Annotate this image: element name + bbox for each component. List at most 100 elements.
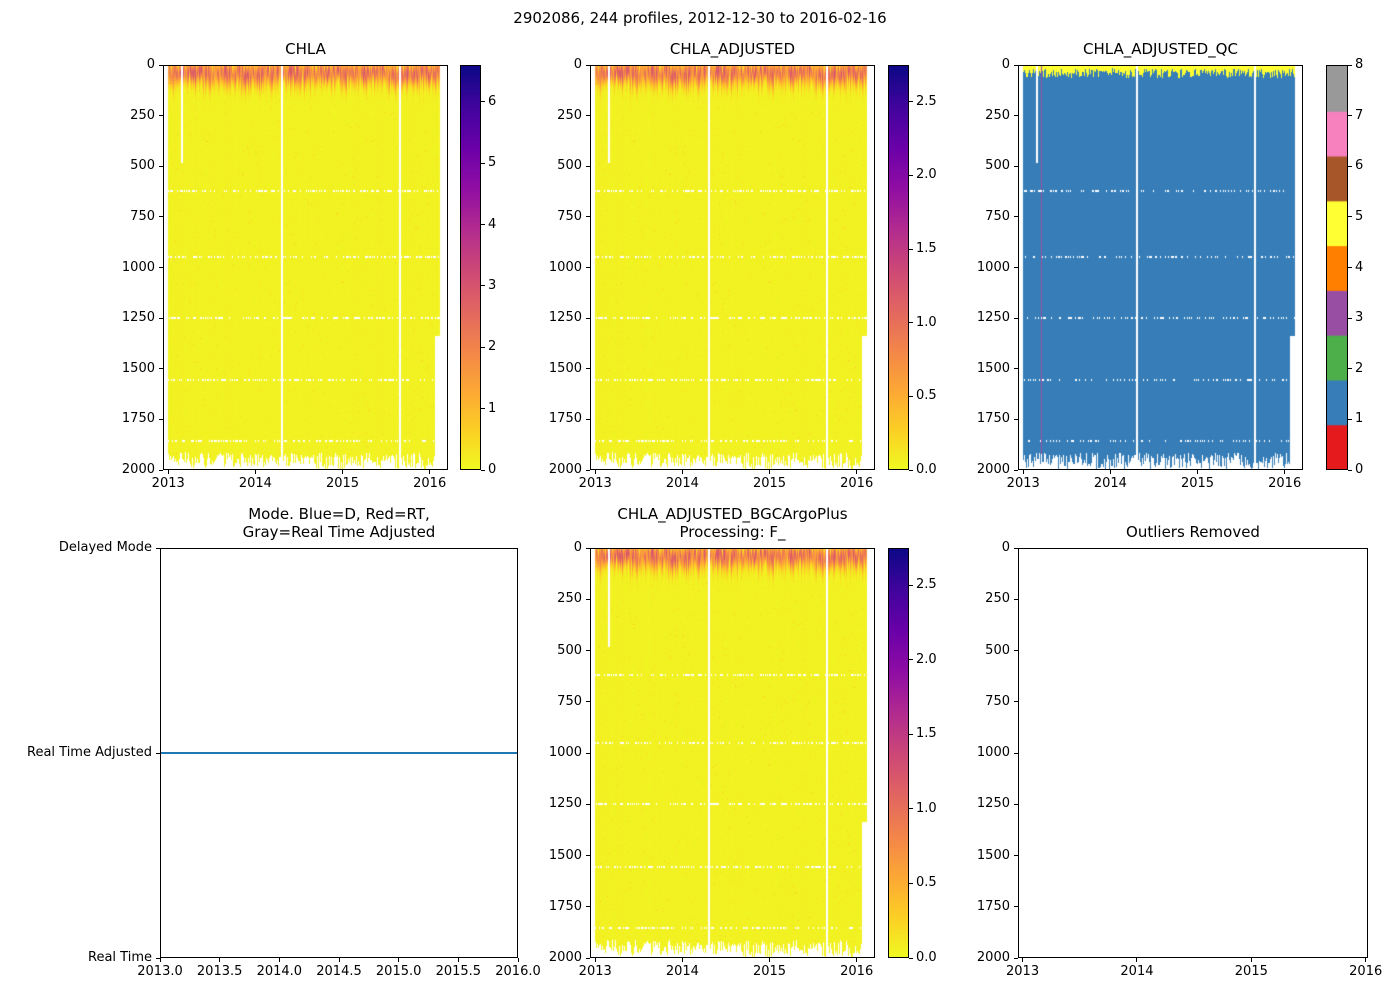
axes-chla_adjusted_qc bbox=[1018, 65, 1303, 470]
y-tick-label-chla_adjusted: 0 bbox=[573, 57, 582, 72]
y-tick-label-chla: 1000 bbox=[121, 259, 155, 275]
y-tick-label-outliers: 0 bbox=[1001, 540, 1010, 555]
y-tick-label-chla_adjusted_qc: 1500 bbox=[976, 360, 1010, 376]
x-tick-label-chla: 2014 bbox=[238, 476, 272, 491]
y-tick-label-chla_adjusted: 750 bbox=[557, 208, 582, 224]
x-tick-label-mode: 2014.0 bbox=[256, 964, 303, 979]
y-tick-label-bgc: 1500 bbox=[548, 847, 582, 863]
y-tick-label-chla: 2000 bbox=[121, 462, 155, 477]
y-tick-mark-chla bbox=[159, 317, 163, 319]
colorbar-tick-label-bgc: 2.0 bbox=[916, 651, 937, 667]
y-tick-mark-chla_adjusted_qc bbox=[1014, 317, 1018, 319]
y-tick-label-chla: 250 bbox=[130, 107, 155, 123]
y-tick-label-chla_adjusted_qc: 1250 bbox=[976, 310, 1010, 326]
y-tick-label-chla_adjusted: 1000 bbox=[548, 259, 582, 275]
colorbar-tick-label-bgc: 0.0 bbox=[916, 950, 937, 965]
y-tick-mark-bgc bbox=[586, 957, 590, 959]
y-tick-mark-chla_adjusted_qc bbox=[1014, 165, 1018, 167]
heatmap-canvas-chla bbox=[164, 66, 447, 469]
x-tick-label-outliers: 2013 bbox=[1006, 964, 1040, 979]
colorbar-canvas-chla bbox=[461, 66, 480, 469]
y-tick-label-outliers: 2000 bbox=[976, 950, 1010, 965]
x-tick-label-chla: 2015 bbox=[325, 476, 360, 491]
heatmap-canvas-chla_adjusted bbox=[591, 66, 874, 469]
y-tick-mark-chla_adjusted_qc bbox=[1014, 216, 1018, 218]
x-tick-mark-outliers bbox=[1365, 958, 1367, 962]
y-tick-mark-chla bbox=[159, 165, 163, 167]
colorbar-tick-mark-bgc bbox=[909, 882, 913, 884]
y-category-label-mode: Delayed Mode bbox=[58, 540, 152, 555]
y-tick-mark-chla bbox=[159, 469, 163, 471]
y-tick-label-outliers: 1000 bbox=[976, 745, 1010, 760]
colorbar-tick-label-chla_adjusted_qc: 4 bbox=[1355, 259, 1364, 275]
colorbar-tick-mark-chla_adjusted_qc bbox=[1348, 216, 1352, 218]
colorbar-tick-label-bgc: 1.5 bbox=[916, 726, 937, 742]
colorbar-tick-mark-chla bbox=[481, 101, 485, 103]
y-tick-label-chla_adjusted_qc: 2000 bbox=[976, 462, 1010, 477]
y-tick-label-chla_adjusted: 1750 bbox=[548, 411, 582, 427]
y-tick-mark-bgc bbox=[586, 752, 590, 754]
y-tick-mark-chla bbox=[159, 368, 163, 370]
y-tick-label-outliers: 1250 bbox=[976, 796, 1010, 812]
x-tick-mark-chla bbox=[342, 470, 344, 474]
x-tick-mark-chla_adjusted bbox=[769, 470, 771, 474]
axes-mode bbox=[160, 548, 518, 958]
x-tick-mark-mode bbox=[219, 958, 221, 962]
y-tick-mark-chla_adjusted bbox=[586, 267, 590, 268]
mode-line bbox=[161, 752, 517, 754]
colorbar-tick-mark-chla_adjusted_qc bbox=[1348, 368, 1352, 370]
y-tick-mark-chla_adjusted_qc bbox=[1014, 368, 1018, 370]
colorbar-chla_adjusted_qc bbox=[1326, 65, 1348, 470]
y-tick-mark-bgc bbox=[586, 701, 590, 703]
colorbar-tick-label-chla_adjusted: 2.5 bbox=[916, 93, 937, 109]
y-tick-label-outliers: 1500 bbox=[976, 847, 1010, 863]
y-tick-mark-outliers bbox=[1014, 803, 1018, 805]
colorbar-tick-mark-bgc bbox=[909, 957, 913, 959]
x-tick-mark-bgc bbox=[681, 958, 683, 962]
colorbar-tick-label-chla_adjusted: 1.5 bbox=[916, 241, 937, 257]
colorbar-tick-mark-chla_adjusted_qc bbox=[1348, 64, 1352, 66]
y-tick-mark-chla_adjusted bbox=[586, 317, 590, 319]
colorbar-tick-mark-bgc bbox=[909, 659, 913, 661]
colorbar-chla bbox=[460, 65, 481, 470]
colorbar-tick-mark-chla bbox=[481, 162, 485, 164]
subplot-title-bgc: CHLA_ADJUSTED_BGCArgoPlus Processing: F_ bbox=[617, 505, 848, 541]
y-tick-label-bgc: 2000 bbox=[548, 950, 582, 965]
x-tick-label-chla_adjusted_qc: 2016 bbox=[1268, 476, 1302, 491]
colorbar-tick-mark-chla_adjusted_qc bbox=[1348, 418, 1352, 420]
colorbar-tick-label-bgc: 0.5 bbox=[916, 875, 937, 891]
colorbar-tick-mark-chla_adjusted bbox=[909, 101, 913, 103]
y-category-label-mode: Real Time Adjusted bbox=[27, 745, 152, 760]
y-tick-mark-mode bbox=[156, 547, 160, 549]
y-tick-label-chla: 0 bbox=[146, 57, 155, 72]
x-tick-mark-chla_adjusted_qc bbox=[1022, 470, 1024, 474]
y-tick-mark-bgc bbox=[586, 598, 590, 600]
colorbar-tick-mark-chla bbox=[481, 224, 485, 226]
colorbar-tick-mark-chla bbox=[481, 408, 485, 410]
y-tick-label-chla: 750 bbox=[130, 208, 155, 224]
x-tick-label-mode: 2013.5 bbox=[196, 964, 243, 979]
x-tick-label-chla_adjusted: 2015 bbox=[752, 476, 787, 491]
y-tick-mark-mode bbox=[156, 957, 160, 959]
y-tick-mark-chla_adjusted_qc bbox=[1014, 469, 1018, 471]
y-tick-label-bgc: 0 bbox=[573, 540, 582, 555]
y-tick-label-chla: 1500 bbox=[121, 360, 155, 376]
colorbar-tick-label-chla: 3 bbox=[488, 277, 497, 293]
y-tick-label-chla_adjusted_qc: 1000 bbox=[976, 259, 1010, 275]
y-tick-label-chla_adjusted_qc: 1750 bbox=[976, 411, 1010, 427]
y-tick-label-outliers: 1750 bbox=[976, 898, 1010, 914]
colorbar-tick-label-chla: 0 bbox=[488, 462, 497, 477]
colorbar-tick-mark-chla_adjusted_qc bbox=[1348, 469, 1352, 471]
x-tick-label-mode: 2015.5 bbox=[435, 964, 482, 979]
colorbar-tick-label-chla: 4 bbox=[488, 216, 497, 232]
colorbar-tick-mark-chla_adjusted_qc bbox=[1348, 317, 1352, 319]
colorbar-tick-mark-chla bbox=[481, 346, 485, 348]
colorbar-canvas-chla_adjusted bbox=[889, 66, 908, 469]
y-tick-mark-outliers bbox=[1014, 957, 1018, 959]
y-tick-mark-outliers bbox=[1014, 598, 1018, 600]
y-tick-mark-bgc bbox=[586, 547, 590, 549]
y-tick-label-bgc: 750 bbox=[557, 693, 582, 709]
x-tick-mark-mode bbox=[278, 958, 280, 962]
x-tick-mark-chla_adjusted bbox=[856, 470, 858, 474]
